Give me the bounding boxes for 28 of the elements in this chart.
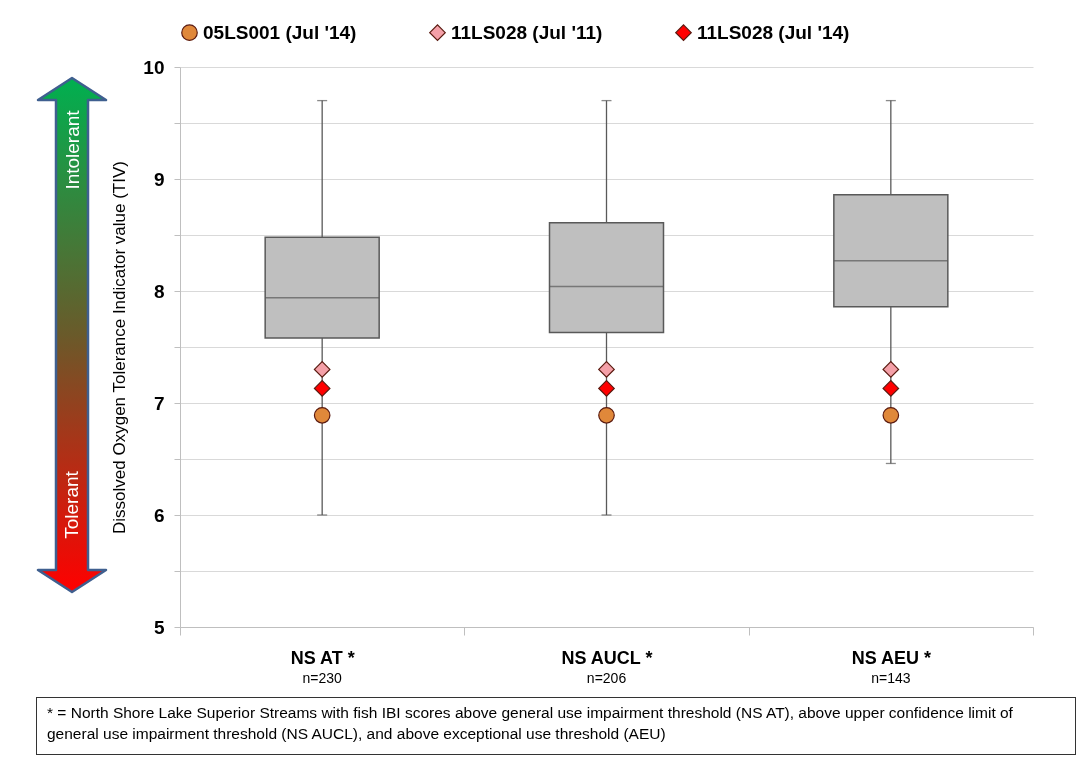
point [882, 380, 900, 397]
x-tick-label: NS AUCL * [561, 647, 653, 668]
text: n=143 [871, 670, 911, 686]
point [882, 361, 900, 378]
legend-label: 11LS028 (Jul '14) [697, 21, 850, 43]
point [598, 361, 615, 378]
point [313, 406, 331, 424]
x-tick-label: NS AT * [290, 647, 355, 668]
point [598, 406, 615, 424]
text: n=206 [586, 670, 627, 686]
point [882, 406, 900, 424]
y-tick-label: 10 [143, 56, 165, 78]
y-tick-label: 6 [153, 504, 165, 526]
point [598, 380, 615, 397]
text: n=230 [302, 670, 343, 686]
point [313, 380, 331, 397]
x-tick-label: NS AEU * [851, 647, 932, 668]
text: Tolerant [60, 471, 83, 539]
legend-label: 05LS001 (Jul '14) [203, 21, 357, 43]
text: Intolerant [61, 110, 84, 190]
point [313, 361, 331, 378]
y-tick-label: 8 [153, 280, 165, 302]
y-tick-label: 7 [153, 392, 165, 414]
legend-label: 11LS028 (Jul '11) [451, 21, 603, 43]
text: * = North Shore Lake Superior Streams with fish IBI scores above general use impairment threshold (NS AT), above upper confidence limit of general use impairment threshold (NS AUCL), and above exceptional use threshold (AEU) [47, 703, 1014, 744]
y-axis-title: Dissolved Oxygen Tolerance Indicator value (TIV) [110, 161, 130, 534]
y-tick-label: 5 [153, 616, 165, 638]
y-tick-label: 9 [153, 168, 165, 190]
